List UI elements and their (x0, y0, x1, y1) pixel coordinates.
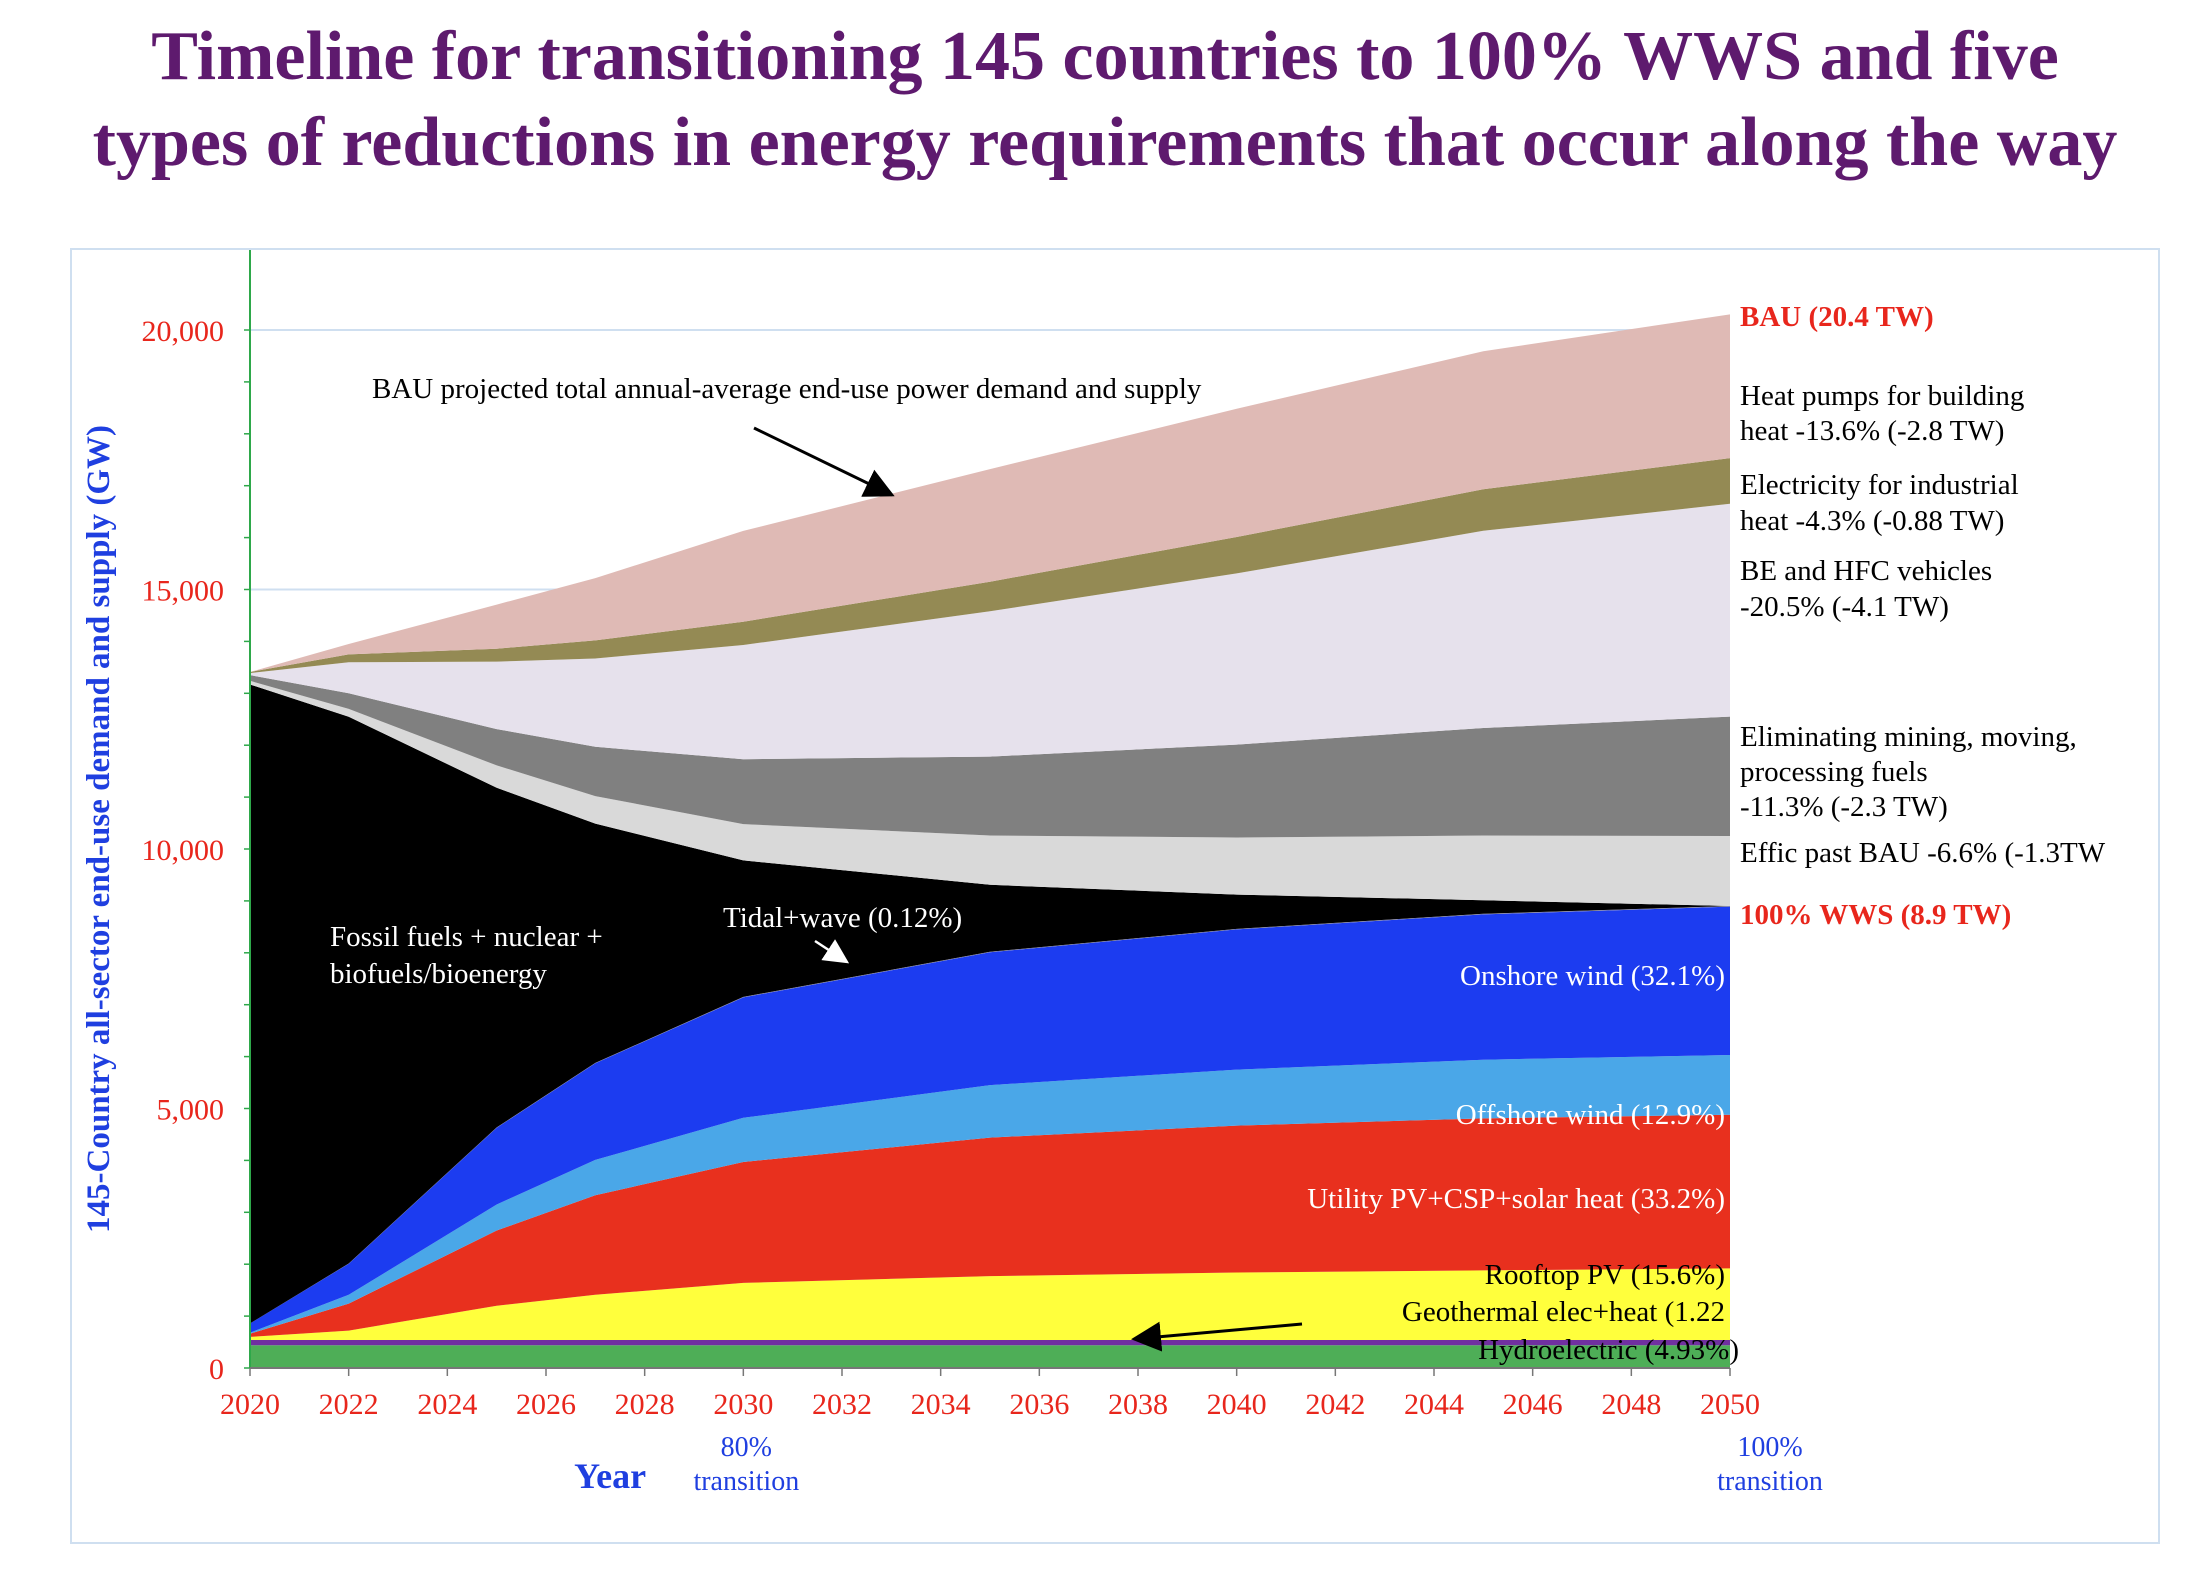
y-tick-label: 5,000 (157, 1094, 225, 1127)
area-rooftop-pv-15-6 (250, 1268, 1730, 1340)
area-layers (250, 314, 1730, 1368)
onshore-label: Onshore wind (32.1%) (1460, 960, 1725, 992)
right-label-4: processing fuels (1740, 756, 1928, 788)
x-tick-label: 2042 (1305, 1388, 1365, 1421)
chart-frame: 0 5,000 10,000 15,000 20,000 2020 2022 2024 2026… (70, 248, 2160, 1544)
chart-title-line-2: types of reductions in energy requiremen… (92, 104, 2118, 181)
transition-label-line-1: 80% (721, 1432, 772, 1463)
right-label-3: BE and HFC vehicles (1740, 555, 1992, 587)
x-tick-label: 2038 (1108, 1388, 1168, 1421)
bau-note: BAU projected total annual-average end-u… (372, 373, 1202, 405)
chart-title-line-1: Timeline for transitioning 145 countries… (151, 18, 2059, 95)
x-tick-label: 2032 (812, 1388, 872, 1421)
right-label-4: Eliminating mining, moving, (1740, 721, 2077, 753)
x-tick-label: 2048 (1601, 1388, 1661, 1421)
right-label-5: Effic past BAU -6.6% (-1.3TW (1740, 837, 2106, 869)
utility-label: Utility PV+CSP+solar heat (33.2%) (1307, 1183, 1725, 1215)
y-tick-label: 15,000 (142, 575, 225, 608)
x-tick-label: 2036 (1009, 1388, 1069, 1421)
area-heat-pumps-for-building-heat-13-6-2-8-tw (250, 314, 1730, 672)
x-tick-label: 2022 (319, 1388, 379, 1421)
hydro-label: Hydroelectric (4.93%) (1478, 1334, 1739, 1366)
transition-label-line-1: 100% (1737, 1432, 1802, 1463)
y-axis-title: 145-Country all-sector end-use demand an… (81, 425, 117, 1233)
area-fossil-fuels-nuclear-biofuels-bioenergy (250, 684, 1730, 1324)
x-tick-label: 2046 (1503, 1388, 1563, 1421)
x-tick-label: 2050 (1700, 1388, 1760, 1421)
x-tick-label: 2028 (615, 1388, 675, 1421)
tidal-label: Tidal+wave (0.12%) (723, 902, 962, 934)
transition-label-line-2: transition (1717, 1466, 1823, 1497)
x-tick-label: 2026 (516, 1388, 576, 1421)
right-label-3: -20.5% (-4.1 TW) (1740, 591, 1949, 623)
area-onshore-wind-32-1 (250, 906, 1730, 1333)
x-tick-label: 2044 (1404, 1388, 1464, 1421)
x-tick-label: 2024 (417, 1388, 477, 1421)
right-label-4: -11.3% (-2.3 TW) (1740, 791, 1948, 823)
bau-note-arrow (753, 426, 895, 497)
x-axis-title: Year (574, 1456, 646, 1496)
y-tick-label: 10,000 (142, 834, 225, 867)
x-tick-label: 2034 (911, 1388, 971, 1421)
right-label-0: BAU (20.4 TW) (1740, 301, 1934, 333)
area-offshore-wind-12-9 (250, 1055, 1730, 1334)
area-electricity-for-industrial-heat-4-3-0-88-tw (250, 458, 1730, 674)
stacked-area-chart: 0 5,000 10,000 15,000 20,000 2020 2022 2024 2026… (81, 250, 2106, 1497)
y-tick-label: 0 (209, 1353, 224, 1386)
fossil-label-line-1: Fossil fuels + nuclear + (330, 921, 603, 953)
right-label-1: Heat pumps for building (1740, 380, 2024, 412)
tidal-arrow (814, 939, 850, 964)
right-label-6: 100% WWS (8.9 TW) (1740, 899, 2011, 931)
x-tick-label: 2040 (1207, 1388, 1267, 1421)
chart-labels: BAU (20.4 TW)Heat pumps for buildingheat… (330, 301, 2106, 1366)
geothermal-arrow (1131, 1321, 1303, 1352)
axes: 0 5,000 10,000 15,000 20,000 2020 2022 2024 2026… (81, 250, 1823, 1497)
x-tick-label: 2020 (220, 1388, 280, 1421)
offshore-label: Offshore wind (12.9%) (1456, 1099, 1725, 1131)
area-be-and-hfc-vehicles-20-5-4-1-tw (250, 503, 1730, 760)
area-eliminating-mining-moving-processing-fuels-11-3-2-3-tw (250, 675, 1730, 838)
area-utility-pv-csp-solar-heat-33-2 (250, 1114, 1730, 1337)
area-hydroelectric-4-93 (250, 1345, 1730, 1368)
right-label-1: heat -13.6% (-2.8 TW) (1740, 415, 2004, 447)
transition-label-line-2: transition (693, 1466, 799, 1497)
fossil-label-line-2: biofuels/bioenergy (330, 958, 547, 990)
y-tick-label: 20,000 (142, 315, 225, 348)
x-tick-label: 2030 (713, 1388, 773, 1421)
right-label-2: heat -4.3% (-0.88 TW) (1740, 505, 2004, 537)
rooftop-label: Rooftop PV (15.6%) (1485, 1259, 1725, 1291)
area-effic-past-bau-6-6-1-3tw (250, 680, 1730, 906)
geothermal-label: Geothermal elec+heat (1.22 (1402, 1296, 1725, 1328)
area-geothermal-elec-heat-1-22 (250, 1340, 1730, 1346)
right-label-2: Electricity for industrial (1740, 469, 2019, 501)
chart-title: Timeline for transitioning 145 countries… (0, 14, 2210, 186)
